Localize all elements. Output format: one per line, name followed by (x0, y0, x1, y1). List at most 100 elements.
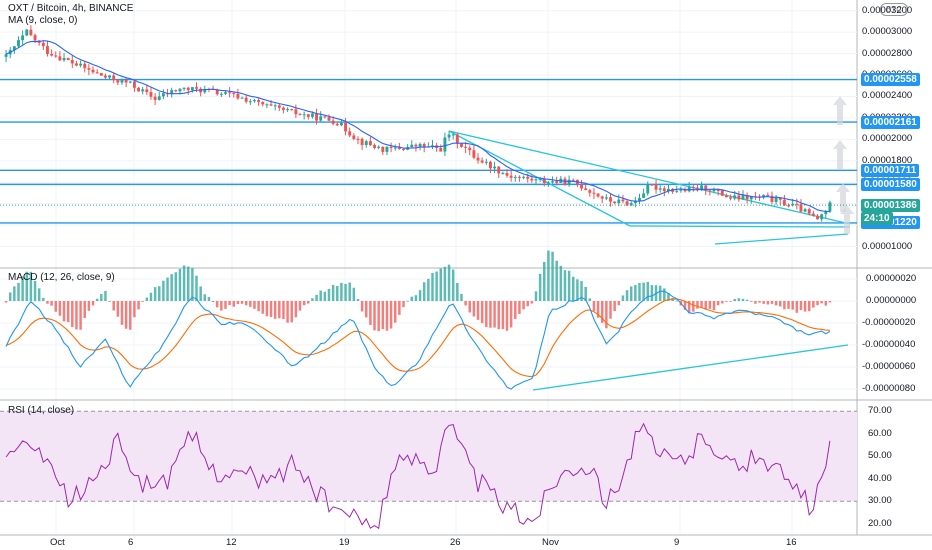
macd-histogram-bar (493, 301, 496, 328)
candle-body (364, 141, 368, 145)
macd-histogram-bar (696, 301, 699, 309)
macd-histogram-bar (737, 298, 741, 301)
candle-body (820, 214, 824, 220)
candle-body (103, 75, 107, 78)
candle-body (724, 195, 728, 198)
macd-histogram-bar (348, 282, 351, 301)
candle-body (464, 146, 468, 148)
time-tick-label: 26 (450, 537, 461, 548)
candle-body (799, 204, 803, 212)
macd-histogram-bar (224, 301, 227, 309)
trendline (714, 233, 849, 245)
candle-body (484, 161, 488, 163)
macd-histogram-bar (170, 274, 173, 301)
candle-body (604, 197, 608, 199)
candle-body (497, 166, 501, 174)
candle-body (762, 194, 766, 197)
macd-histogram-bar (33, 280, 37, 301)
candle-body (83, 63, 87, 69)
candle-body (571, 179, 575, 181)
candle-body (687, 187, 691, 192)
macd-histogram-bar (29, 271, 33, 301)
macd-histogram-bar (733, 298, 736, 301)
candle-body (203, 88, 207, 93)
candle-body (269, 104, 273, 106)
macd-histogram-bar (282, 301, 285, 320)
candle-body (824, 211, 828, 215)
macd-histogram-bar (725, 301, 728, 302)
macd-histogram-bar (307, 301, 310, 304)
macd-histogram-bar (476, 301, 480, 320)
candle-body (219, 93, 223, 95)
macd-histogram-bar (244, 301, 248, 306)
macd-histogram-bar (712, 301, 716, 311)
macd-histogram-bar (95, 298, 99, 301)
rsi-band (0, 411, 857, 502)
candle-body (621, 199, 625, 202)
candle-body (828, 202, 832, 212)
price-tick-label: 0.00003200 (862, 4, 913, 16)
macd-histogram-bar (112, 301, 115, 311)
candle-body (522, 176, 526, 178)
macd-histogram-bar (820, 301, 823, 304)
candle-body (298, 114, 302, 116)
candle-body (132, 81, 136, 88)
candle-body (41, 42, 45, 47)
macd-histogram-bar (402, 301, 405, 308)
candle-body (373, 145, 376, 148)
macd-histogram-bar (472, 301, 476, 317)
candle-body (232, 93, 236, 95)
macd-histogram-bar (393, 301, 397, 323)
macd-histogram-bar (592, 301, 596, 312)
macd-histogram-bar (211, 301, 215, 303)
macd-histogram-bar (675, 300, 678, 302)
candle-body (339, 122, 343, 126)
candle-body (787, 205, 790, 207)
candle-body (530, 178, 534, 181)
macd-histogram-bar (687, 301, 691, 314)
macd-histogram-bar (191, 268, 194, 301)
macd-histogram-bar (704, 301, 707, 310)
candle-body (489, 161, 492, 169)
candle-body (306, 114, 310, 117)
candle-body (124, 79, 128, 83)
candle-body (696, 187, 699, 191)
macd-histogram-bar (120, 301, 124, 325)
macd-histogram-bar (625, 290, 629, 301)
macd-histogram-bar (344, 283, 347, 301)
macd-histogram-bar (153, 287, 157, 301)
candle-body (745, 195, 749, 200)
macd-histogram-bar (435, 271, 438, 301)
candle-body (546, 182, 550, 184)
currency-badge[interactable]: BTC (880, 3, 908, 16)
price-tick-label: 0.00001800 (862, 154, 913, 166)
macd-histogram-bar (683, 301, 687, 310)
macd-histogram-bar (485, 301, 488, 328)
candle-body (733, 195, 737, 199)
macd-histogram-bar (319, 290, 322, 301)
candle-body (447, 134, 451, 138)
macd-histogram-bar (443, 266, 447, 301)
candle-body (116, 80, 120, 83)
macd-histogram-bar (692, 301, 695, 312)
candle-body (609, 197, 612, 202)
macd-histogram-bar (758, 301, 761, 303)
macd-histogram-bar (605, 301, 608, 329)
candle-body (253, 100, 256, 102)
candle-body (377, 146, 381, 148)
last-price-tag: 0.00001386 (861, 198, 920, 212)
candle-body (480, 160, 484, 163)
macd-histogram-bar (555, 260, 558, 301)
macd-histogram-bar (83, 301, 86, 319)
candle-body (505, 173, 509, 176)
candle-body (774, 197, 778, 202)
macd-histogram-bar (497, 301, 500, 330)
time-tick-label: 19 (339, 537, 350, 548)
up-arrow-icon (833, 96, 847, 125)
candle-body (319, 116, 323, 121)
candle-body (62, 58, 66, 61)
candle-body (455, 134, 459, 144)
macd-histogram-bar (567, 270, 571, 301)
macd-histogram-bar (447, 264, 451, 301)
